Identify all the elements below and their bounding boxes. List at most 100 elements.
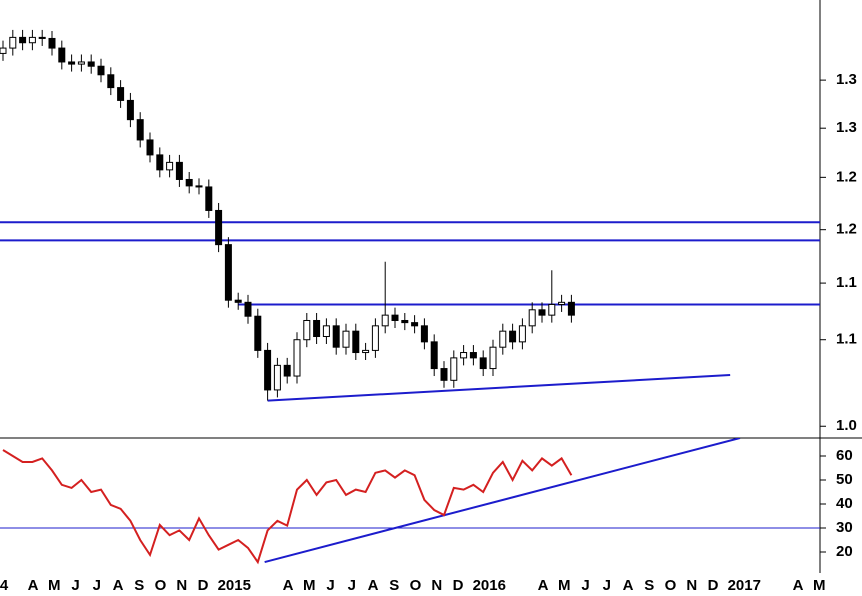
y-tick-label: 40: [836, 495, 853, 512]
x-tick-label: D: [453, 577, 464, 594]
candle-body: [107, 74, 115, 89]
x-tick-label: J: [326, 577, 334, 594]
candle-body: [558, 301, 566, 305]
x-tick-label: N: [431, 577, 442, 594]
candle-body: [548, 303, 556, 316]
candle-body: [509, 330, 517, 343]
candle-body: [489, 346, 497, 370]
x-tick-label: A: [793, 577, 804, 594]
x-tick-label: O: [155, 577, 167, 594]
trend-line: [267, 373, 731, 402]
candle-body: [126, 99, 134, 121]
candle-body: [293, 339, 301, 377]
rsi-panel: [0, 438, 820, 565]
candle-body: [411, 322, 419, 327]
x-tick-label: A: [28, 577, 39, 594]
candle-body: [244, 301, 252, 317]
candle-body: [469, 352, 477, 359]
y-tick-label: 1.3: [836, 71, 857, 88]
candle-body: [567, 301, 575, 316]
candle-body: [450, 357, 458, 381]
x-tick-label: 4: [0, 577, 9, 594]
candle-body: [381, 314, 389, 327]
x-tick-label: J: [71, 577, 79, 594]
x-tick-label: 2016: [473, 577, 506, 594]
x-tick-label: J: [93, 577, 101, 594]
candle-body: [430, 341, 438, 370]
x-tick-label: M: [48, 577, 61, 594]
candle-body: [156, 154, 164, 171]
x-tick-label: A: [538, 577, 549, 594]
candle-body: [77, 61, 85, 65]
candle-body: [166, 161, 174, 171]
candle-body: [38, 36, 46, 39]
x-tick-label: O: [410, 577, 422, 594]
candle-body: [528, 309, 536, 327]
candle-body: [97, 65, 105, 76]
candle-body: [117, 87, 125, 101]
y-tick-label: 60: [836, 447, 853, 464]
x-tick-label: S: [389, 577, 399, 594]
price-panel: [0, 29, 820, 402]
x-tick-label: A: [283, 577, 294, 594]
candle-body: [9, 36, 17, 49]
candle-body: [264, 349, 272, 391]
x-tick-label: 2015: [218, 577, 251, 594]
candle-body: [58, 47, 66, 63]
candle-body: [371, 325, 379, 351]
x-tick-label: 2017: [728, 577, 761, 594]
candle-body: [28, 36, 36, 44]
candle-body: [362, 349, 370, 354]
candle-body: [352, 330, 360, 354]
x-tick-label: O: [665, 577, 677, 594]
rsi-line: [2, 449, 573, 565]
candle-body: [205, 186, 213, 211]
candle-body: [401, 319, 409, 324]
candle-body: [283, 364, 291, 377]
candle-body: [224, 244, 232, 301]
x-tick-label: J: [348, 577, 356, 594]
x-tick-label: A: [113, 577, 124, 594]
x-tick-label: M: [558, 577, 571, 594]
candle-body: [440, 368, 448, 381]
candle-body: [460, 352, 468, 359]
x-tick-label: S: [134, 577, 144, 594]
candle-body: [538, 309, 546, 316]
candle-body: [479, 357, 487, 370]
candle-body: [87, 61, 95, 67]
x-tick-label: D: [708, 577, 719, 594]
candle-body: [0, 47, 7, 54]
x-tick-label: D: [198, 577, 209, 594]
candle-body: [68, 61, 76, 65]
candle-body: [19, 36, 27, 44]
trend-line: [264, 438, 741, 564]
candle-body: [391, 314, 399, 321]
candle-body: [195, 185, 203, 188]
candle-body: [215, 209, 223, 246]
y-tick-label: 20: [836, 543, 853, 560]
candle-body: [518, 325, 526, 343]
candle-body: [499, 330, 507, 348]
candle-body: [313, 319, 321, 338]
x-tick-label: A: [623, 577, 634, 594]
candle-body: [332, 325, 340, 348]
x-tick-label: S: [644, 577, 654, 594]
x-tick-label: J: [581, 577, 589, 594]
y-tick-label: 1.2: [836, 221, 857, 238]
candle-body: [322, 325, 330, 338]
y-tick-label: 50: [836, 471, 853, 488]
candle-body: [254, 315, 262, 351]
candle-body: [273, 364, 281, 391]
y-tick-label: 1.1: [836, 274, 857, 291]
y-tick-label: 1.1: [836, 331, 857, 348]
x-tick-label: J: [603, 577, 611, 594]
x-tick-label: M: [303, 577, 316, 594]
y-tick-label: 1.3: [836, 119, 857, 136]
candle-body: [175, 161, 183, 180]
candle-body: [234, 299, 242, 303]
y-tick-label: 30: [836, 519, 853, 536]
candle-body: [136, 119, 144, 141]
candle-body: [146, 139, 154, 156]
x-tick-label: M: [813, 577, 826, 594]
